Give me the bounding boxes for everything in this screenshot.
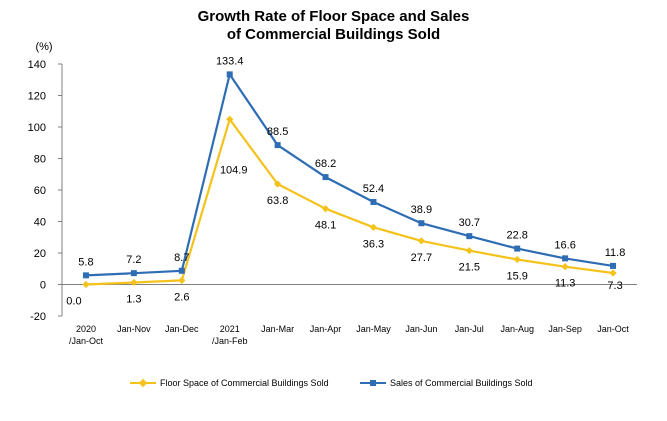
data-label: 0.0 bbox=[66, 296, 81, 308]
data-point-square bbox=[322, 174, 329, 181]
data-label: 48.1 bbox=[315, 220, 336, 232]
data-label: 11.8 bbox=[605, 247, 626, 259]
data-labels: 0.0 1.3 2.6 104.9 63.8 48.1 36.3 27.7 21.5 15.9 11… bbox=[66, 55, 625, 307]
data-label: 5.8 bbox=[78, 256, 93, 268]
y-tick-label: -20 bbox=[30, 311, 46, 323]
data-label: 38.9 bbox=[411, 204, 432, 216]
data-label: 52.4 bbox=[363, 183, 384, 195]
series-line-floor-space bbox=[85, 118, 614, 286]
data-point-square bbox=[130, 270, 137, 277]
x-tick-label: Jan-Dec bbox=[165, 324, 199, 334]
data-label: 7.3 bbox=[607, 280, 622, 292]
data-label: 2.6 bbox=[174, 291, 189, 303]
x-tick-label: Jan-Apr bbox=[310, 324, 342, 334]
chart-title-line1: Growth Rate of Floor Space and Sales bbox=[197, 8, 470, 25]
y-tick-label: 140 bbox=[28, 59, 46, 71]
data-label: 104.9 bbox=[220, 164, 248, 176]
data-point-square bbox=[82, 272, 89, 279]
data-point-diamond bbox=[465, 247, 473, 255]
y-axis-unit: (%) bbox=[35, 41, 52, 53]
chart-legend: Floor Space of Commercial Buildings Sold… bbox=[0, 373, 667, 393]
line-chart: (%) -20 0 20 40 60 80 100 120 140 2020/Jan-Oct Jan… bbox=[28, 41, 637, 346]
x-tick-label: Jan-Aug bbox=[500, 324, 534, 334]
data-point-square bbox=[178, 267, 185, 274]
y-tick-label: 0 bbox=[40, 280, 46, 292]
y-tick-label: 120 bbox=[28, 91, 46, 103]
x-tick-label: Jan-May bbox=[356, 324, 391, 334]
data-point-diamond bbox=[513, 255, 521, 264]
series-markers bbox=[82, 71, 617, 289]
legend-swatch-sales bbox=[360, 378, 386, 388]
y-tick-label: 20 bbox=[34, 248, 46, 260]
data-point-diamond bbox=[226, 115, 234, 123]
x-tick-label: Jan-Jun bbox=[405, 324, 437, 334]
data-point-diamond bbox=[178, 276, 186, 285]
x-tick-label: Jan-Oct bbox=[597, 324, 629, 334]
data-point-diamond bbox=[609, 269, 617, 277]
series-lines bbox=[85, 73, 614, 286]
y-tick-label: 100 bbox=[28, 122, 46, 134]
square-marker-icon bbox=[370, 380, 376, 386]
data-label: 21.5 bbox=[459, 262, 480, 274]
data-point-square bbox=[562, 255, 569, 262]
data-point-diamond bbox=[417, 237, 425, 245]
x-tick-label: 2021/Jan-Feb bbox=[212, 324, 248, 346]
axes: -20 0 20 40 60 80 100 120 140 2020/Jan-Oct Jan-Nov… bbox=[28, 59, 637, 346]
data-point-diamond bbox=[274, 180, 282, 188]
data-label: 1.3 bbox=[126, 293, 141, 305]
x-tick-label: Jan-Sep bbox=[548, 324, 582, 334]
legend-item-sales: Sales of Commercial Buildings Sold bbox=[360, 373, 533, 393]
x-tick-label: Jan-Nov bbox=[117, 324, 151, 334]
data-point-diamond bbox=[130, 278, 138, 287]
legend-swatch-floor-space bbox=[130, 378, 156, 388]
data-point-diamond bbox=[321, 205, 330, 213]
data-label: 16.6 bbox=[554, 239, 575, 251]
data-label: 133.4 bbox=[216, 55, 244, 67]
data-label: 68.2 bbox=[315, 158, 336, 170]
data-label: 88.5 bbox=[267, 126, 288, 138]
data-label: 30.7 bbox=[459, 217, 480, 229]
data-point-diamond bbox=[369, 223, 378, 231]
chart-title: Growth Rate of Floor Space and Sales of … bbox=[0, 8, 667, 44]
data-point-square bbox=[418, 220, 425, 227]
data-point-diamond bbox=[82, 280, 90, 289]
legend-label-floor-space: Floor Space of Commercial Buildings Sold bbox=[160, 378, 329, 388]
y-tick-label: 80 bbox=[34, 154, 46, 166]
data-point-square bbox=[466, 233, 473, 240]
data-label: 8.7 bbox=[174, 252, 189, 264]
data-point-square bbox=[274, 142, 281, 149]
data-point-square bbox=[514, 245, 521, 252]
series-line-sales bbox=[85, 73, 614, 277]
legend-item-floor-space: Floor Space of Commercial Buildings Sold bbox=[130, 373, 329, 393]
data-label: 7.2 bbox=[126, 254, 141, 266]
data-point-square bbox=[226, 71, 233, 78]
data-label: 27.7 bbox=[411, 252, 432, 264]
data-label: 22.8 bbox=[506, 230, 527, 242]
x-tick-label: Jan-Jul bbox=[455, 324, 484, 334]
diamond-marker-icon bbox=[138, 378, 148, 388]
y-tick-label: 40 bbox=[34, 217, 46, 229]
data-label: 11.3 bbox=[555, 278, 576, 290]
data-label: 15.9 bbox=[506, 270, 527, 282]
x-tick-label: 2020/Jan-Oct bbox=[69, 324, 104, 346]
x-tick-label: Jan-Mar bbox=[261, 324, 294, 334]
data-label: 36.3 bbox=[363, 238, 384, 250]
chart-title-line2: of Commercial Buildings Sold bbox=[226, 26, 441, 43]
data-point-diamond bbox=[561, 263, 569, 271]
legend-label-sales: Sales of Commercial Buildings Sold bbox=[390, 378, 533, 388]
data-point-square bbox=[610, 262, 617, 269]
data-label: 63.8 bbox=[267, 195, 288, 207]
y-tick-label: 60 bbox=[34, 185, 46, 197]
data-point-square bbox=[370, 198, 377, 205]
